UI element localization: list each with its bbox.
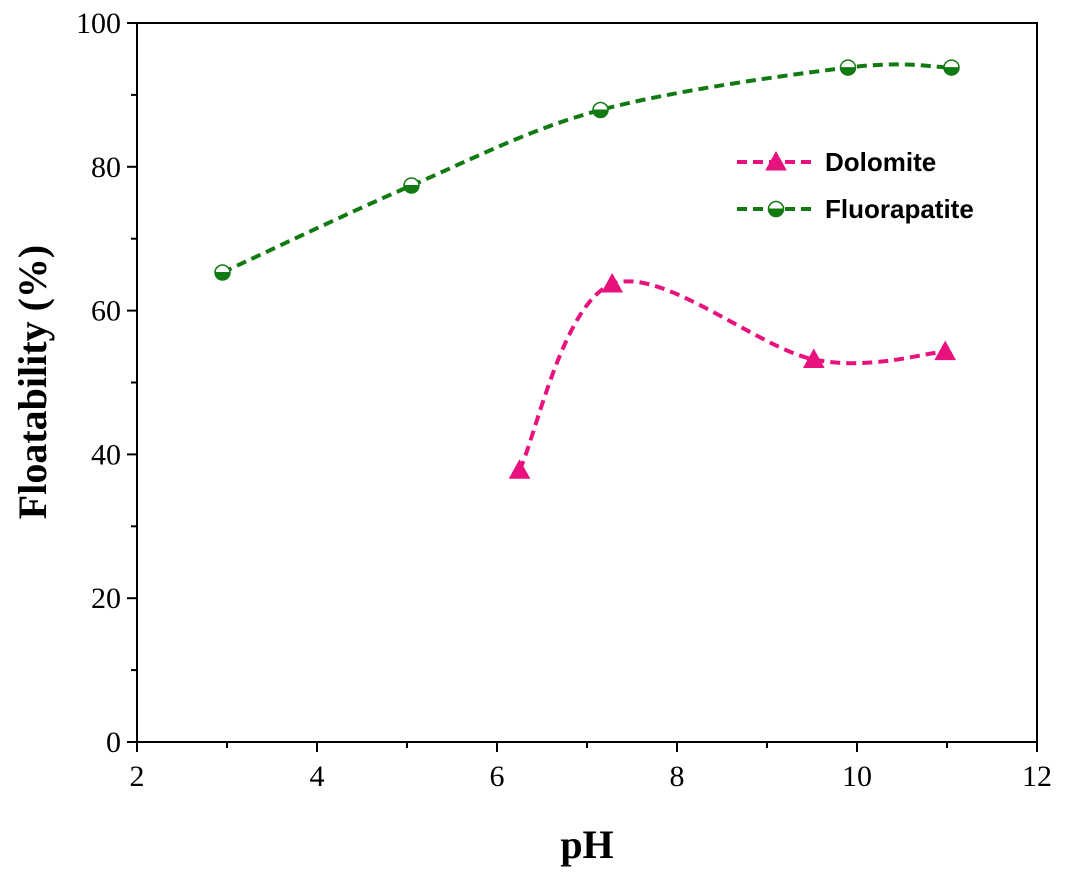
dolomite-line (517, 279, 946, 472)
fluorapatite-point-fill (943, 67, 960, 76)
y-tick-label: 80 (91, 151, 121, 184)
fluorapatite-point-fill (214, 271, 231, 281)
y-tick-label: 20 (91, 582, 121, 615)
x-tick-label: 8 (670, 760, 685, 793)
x-tick-label: 12 (1022, 760, 1052, 793)
axes: 2 4 6 8 10 12 0 20 40 60 80 100 (76, 7, 1052, 793)
fluorapatite-point-fill (403, 184, 420, 194)
legend-dolomite-marker (765, 150, 787, 171)
fluorapatite-point (592, 101, 609, 119)
y-tick-label: 40 (91, 438, 121, 471)
fluorapatite-point-fill (592, 109, 609, 118)
dolomite-point (508, 459, 531, 479)
y-axis-title: Floatability (%) (10, 245, 55, 519)
x-tick-label: 4 (310, 760, 325, 793)
fluorapatite-point (214, 264, 231, 281)
fluorapatite-point (403, 177, 420, 194)
fluorapatite-point-fill (839, 67, 857, 76)
legend-dolomite-label: Dolomite (825, 147, 936, 177)
legend-fluorapatite-label: Fluorapatite (825, 194, 974, 224)
plot-frame (136, 22, 1038, 743)
legend-fluorapatite-marker-fill (767, 208, 785, 217)
legend: Dolomite Fluorapatite (737, 147, 974, 224)
plot-series (214, 59, 960, 479)
legend-fluorapatite-marker (767, 200, 785, 218)
x-tick-label: 10 (842, 760, 872, 793)
fluorapatite-point (943, 59, 960, 76)
y-tick-label: 100 (76, 7, 121, 40)
y-tick-label: 60 (91, 295, 121, 328)
x-axis-title: pH (560, 822, 613, 867)
fluorapatite-point (839, 59, 857, 76)
y-tick-label: 0 (106, 726, 121, 759)
dolomite-point (601, 272, 624, 293)
dolomite-point (934, 340, 957, 361)
x-tick-label: 2 (130, 760, 145, 793)
dolomite-point (802, 348, 825, 368)
x-tick-label: 6 (490, 760, 505, 793)
